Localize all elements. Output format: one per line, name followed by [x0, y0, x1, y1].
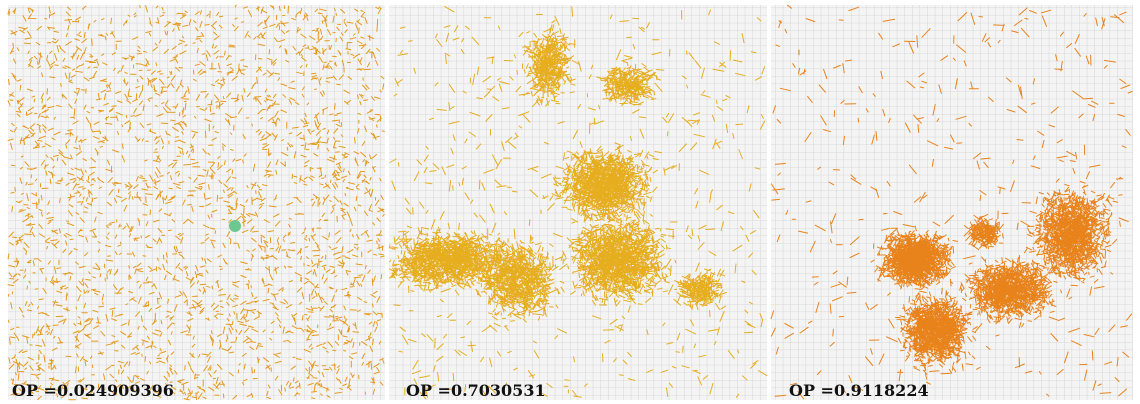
order-parameter-label: OP =0.9118224: [789, 381, 929, 400]
order-parameter-label: OP =0.7030531: [406, 381, 546, 400]
order-parameter-label: OP =0.024909396: [12, 381, 174, 400]
page: OP =0.024909396 OP =0.7030531 OP =0.9118…: [0, 0, 1140, 404]
simulation-panels: OP =0.024909396 OP =0.7030531 OP =0.9118…: [0, 0, 1140, 404]
highlight-agent: [229, 220, 241, 232]
